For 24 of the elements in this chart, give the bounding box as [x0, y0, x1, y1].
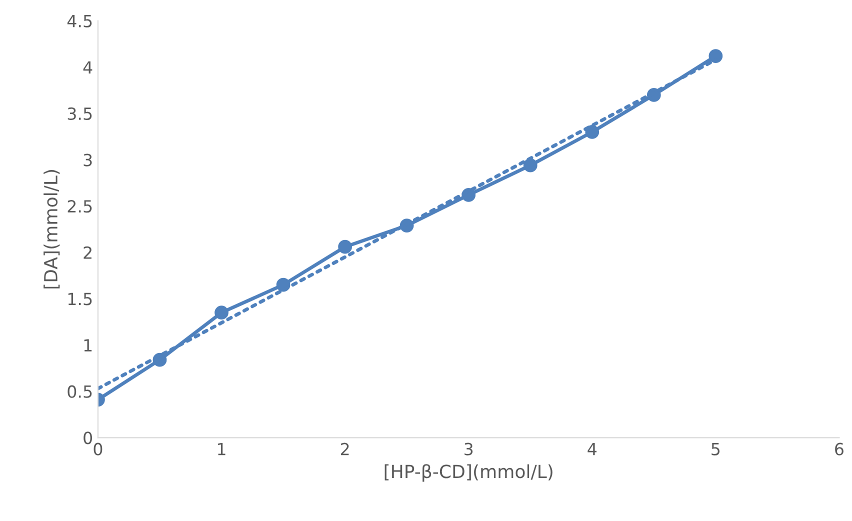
y-tick-label: 3.5	[68, 107, 92, 120]
y-tick-label: 2	[84, 246, 92, 259]
y-tick-label: 0	[84, 432, 92, 444]
y-tick-label: 2.5	[68, 200, 92, 213]
x-tick-label: 4	[588, 443, 597, 456]
point	[708, 49, 723, 63]
x-axis-title: [HP-β-CD](mmol/L)	[384, 464, 552, 482]
point	[523, 158, 538, 172]
point	[214, 306, 228, 320]
y-tick-label: 4	[83, 61, 92, 74]
x-tick-label: 1	[218, 443, 226, 456]
y-tick-label: 1.5	[68, 292, 92, 306]
x-tick-label: 0	[94, 442, 102, 456]
y-tick-label: 3	[84, 154, 92, 166]
y-tick-label: 0.5	[68, 385, 92, 398]
x-tick-label: 5	[712, 443, 720, 456]
y-tick-label: 4.5	[67, 15, 92, 28]
point	[585, 125, 600, 139]
y-tick-label: 1	[84, 339, 92, 352]
point	[338, 240, 352, 254]
x-tick-label: 2	[340, 442, 349, 456]
x-tick-label: 6	[835, 442, 844, 456]
y-axis-title: [DA](mmol/L)	[44, 170, 60, 288]
x-tick-label: 3	[464, 442, 473, 456]
